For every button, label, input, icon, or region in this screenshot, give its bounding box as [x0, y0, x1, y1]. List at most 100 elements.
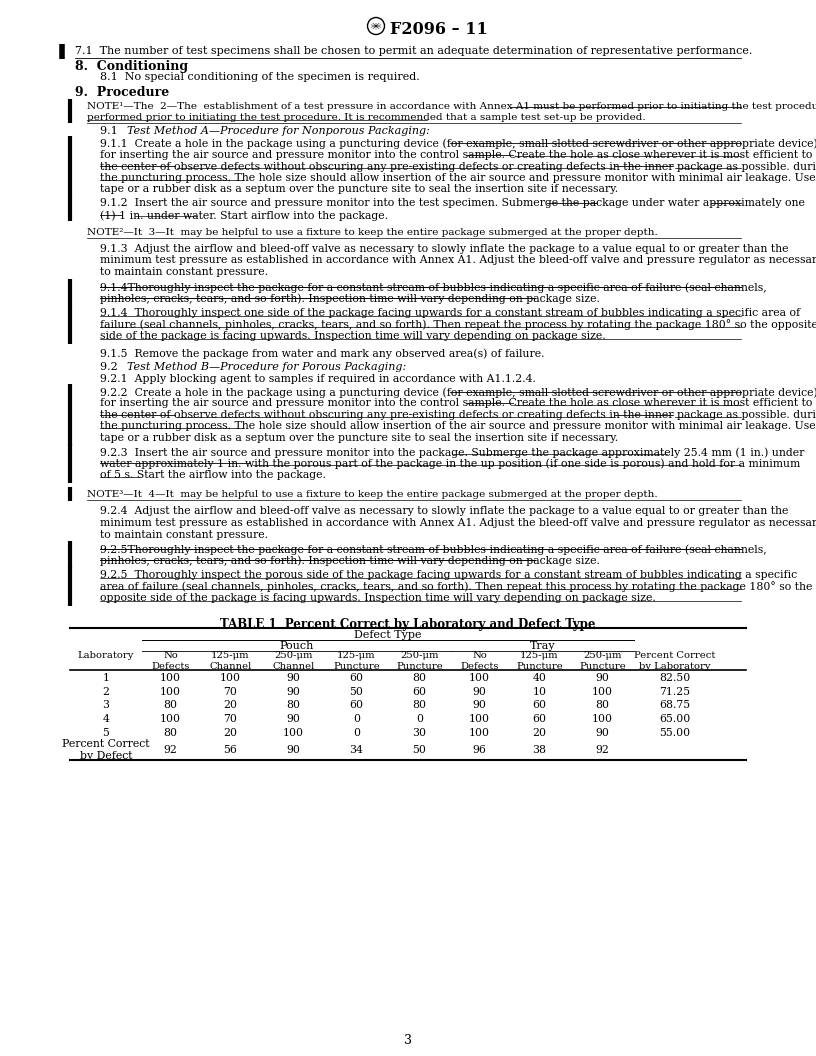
Text: 90: 90: [286, 673, 300, 683]
Text: NOTE³—It  4—It  may be helpful to use a fixture to keep the entire package subme: NOTE³—It 4—It may be helpful to use a fi…: [87, 490, 658, 499]
Text: 0: 0: [353, 714, 360, 724]
Text: pinholes, cracks, tears, and so forth). Inspection time will vary depending on p: pinholes, cracks, tears, and so forth). …: [100, 555, 600, 566]
Text: Test Method B—Procedure for Porous Packaging:: Test Method B—Procedure for Porous Packa…: [127, 361, 406, 372]
Text: 90: 90: [286, 686, 300, 697]
Text: 9.1.5  Remove the package from water and mark any observed area(s) of failure.: 9.1.5 Remove the package from water and …: [100, 348, 544, 359]
Text: 9.1.4  Thoroughly inspect one side of the package facing upwards for a constant : 9.1.4 Thoroughly inspect one side of the…: [100, 308, 800, 318]
Text: 9.1.1  Create a hole in the package using a puncturing device (for example, smal: 9.1.1 Create a hole in the package using…: [100, 138, 816, 149]
Text: 4: 4: [103, 714, 109, 724]
Text: 20: 20: [533, 728, 547, 738]
Text: 9.1: 9.1: [100, 126, 125, 136]
Text: 30: 30: [413, 728, 427, 738]
Text: 100: 100: [469, 728, 490, 738]
Text: 10: 10: [533, 686, 547, 697]
Text: 80: 80: [286, 700, 300, 711]
Text: 82.50: 82.50: [659, 673, 690, 683]
Text: to maintain constant pressure.: to maintain constant pressure.: [100, 529, 268, 540]
Text: 100: 100: [283, 728, 304, 738]
Text: 100: 100: [220, 673, 241, 683]
Text: 70: 70: [224, 686, 237, 697]
Text: 60: 60: [349, 673, 363, 683]
Text: 60: 60: [533, 700, 547, 711]
Text: 125-μm
Channel: 125-μm Channel: [210, 652, 251, 671]
Text: TABLE 1  Percent Correct by Laboratory and Defect Type: TABLE 1 Percent Correct by Laboratory an…: [220, 618, 596, 631]
Text: 100: 100: [160, 673, 181, 683]
Text: 50: 50: [349, 686, 363, 697]
Text: Test Method A—Procedure for Nonporous Packaging:: Test Method A—Procedure for Nonporous Pa…: [127, 126, 430, 136]
Text: 3: 3: [103, 700, 109, 711]
Text: 34: 34: [349, 744, 363, 755]
Text: area of failure (seal channels, pinholes, cracks, tears, and so forth). Then rep: area of failure (seal channels, pinholes…: [100, 582, 813, 592]
Text: 100: 100: [469, 714, 490, 724]
Text: 92: 92: [596, 744, 610, 755]
Text: 90: 90: [596, 673, 610, 683]
Text: F2096 – 11: F2096 – 11: [390, 21, 488, 38]
Text: 90: 90: [596, 728, 610, 738]
Text: 60: 60: [349, 700, 363, 711]
Text: 9.2: 9.2: [100, 361, 125, 372]
Text: 55.00: 55.00: [659, 728, 690, 738]
Text: for inserting the air source and pressure monitor into the control sample. Creat: for inserting the air source and pressur…: [100, 398, 813, 409]
Text: No
Defects: No Defects: [151, 652, 189, 671]
Text: 80: 80: [413, 700, 427, 711]
Text: Percent Correct
by Defect: Percent Correct by Defect: [62, 739, 150, 760]
Text: 96: 96: [472, 744, 486, 755]
Text: the puncturing process. The hole size should allow insertion of the air source a: the puncturing process. The hole size sh…: [100, 173, 816, 183]
Text: 7.1  The number of test specimens shall be chosen to permit an adequate determin: 7.1 The number of test specimens shall b…: [75, 46, 752, 56]
Text: 38: 38: [533, 744, 547, 755]
Text: 9.1.2  Insert the air source and pressure monitor into the test specimen. Submer: 9.1.2 Insert the air source and pressure…: [100, 199, 805, 208]
Text: 71.25: 71.25: [659, 686, 690, 697]
Text: 90: 90: [472, 700, 486, 711]
Text: NOTE²—It  3—It  may be helpful to use a fixture to keep the entire package subme: NOTE²—It 3—It may be helpful to use a fi…: [87, 228, 658, 237]
Text: 250-μm
Puncture: 250-μm Puncture: [396, 652, 443, 671]
Text: 9.2.5  Thoroughly inspect the porous side of the package facing upwards for a co: 9.2.5 Thoroughly inspect the porous side…: [100, 570, 797, 580]
Text: 50: 50: [413, 744, 427, 755]
Text: 80: 80: [413, 673, 427, 683]
Text: No
Defects: No Defects: [460, 652, 499, 671]
Text: 125-μm
Puncture: 125-μm Puncture: [333, 652, 380, 671]
Text: 60: 60: [413, 686, 427, 697]
Text: 90: 90: [286, 744, 300, 755]
Text: tape or a rubber disk as a septum over the puncture site to seal the insertion s: tape or a rubber disk as a septum over t…: [100, 185, 619, 194]
Text: 9.2.5Thoroughly inspect the package for a constant stream of bubbles indicating : 9.2.5Thoroughly inspect the package for …: [100, 544, 767, 554]
Text: minimum test pressure as established in accordance with Annex A1. Adjust the ble: minimum test pressure as established in …: [100, 256, 816, 265]
Text: 40: 40: [533, 673, 547, 683]
Text: 68.75: 68.75: [659, 700, 690, 711]
Text: 2: 2: [103, 686, 109, 697]
Text: 92: 92: [163, 744, 177, 755]
Text: 65.00: 65.00: [659, 714, 690, 724]
Text: 9.  Procedure: 9. Procedure: [75, 87, 169, 99]
Text: Percent Correct
by Laboratory: Percent Correct by Laboratory: [634, 652, 716, 671]
Text: of 5 s. Start the airflow into the package.: of 5 s. Start the airflow into the packa…: [100, 470, 326, 480]
Text: the puncturing process. The hole size should allow insertion of the air source a: the puncturing process. The hole size sh…: [100, 421, 816, 432]
Text: 100: 100: [469, 673, 490, 683]
Text: to maintain constant pressure.: to maintain constant pressure.: [100, 267, 268, 277]
Text: 0: 0: [353, 728, 360, 738]
Text: the center of observe defects without obscuring any pre-existing defects or crea: the center of observe defects without ob…: [100, 410, 816, 420]
Text: Pouch: Pouch: [279, 641, 313, 652]
Text: NOTE¹—The  2—The  establishment of a test pressure in accordance with Annex A1 m: NOTE¹—The 2—The establishment of a test …: [87, 102, 816, 111]
Text: 80: 80: [163, 728, 178, 738]
Text: opposite side of the package is facing upwards. Inspection time will vary depend: opposite side of the package is facing u…: [100, 593, 656, 603]
Text: 9.1.3  Adjust the airflow and bleed-off valve as necessary to slowly inflate the: 9.1.3 Adjust the airflow and bleed-off v…: [100, 244, 788, 254]
Text: failure (seal channels, pinholes, cracks, tears, and so forth). Then repeat the : failure (seal channels, pinholes, cracks…: [100, 320, 816, 331]
Text: Laboratory: Laboratory: [78, 652, 134, 660]
Text: 9.1.4Thoroughly inspect the package for a constant stream of bubbles indicating : 9.1.4Thoroughly inspect the package for …: [100, 282, 767, 293]
Text: 80: 80: [596, 700, 610, 711]
Text: (1) 1 in. under water. Start airflow into the package.: (1) 1 in. under water. Start airflow int…: [100, 210, 388, 221]
Text: 9.2.3  Insert the air source and pressure monitor into the package. Submerge the: 9.2.3 Insert the air source and pressure…: [100, 447, 805, 457]
Text: Tray: Tray: [530, 641, 556, 652]
Text: 56: 56: [224, 744, 237, 755]
Text: 100: 100: [160, 714, 181, 724]
Text: side of the package is facing upwards. Inspection time will vary depending on pa: side of the package is facing upwards. I…: [100, 331, 605, 341]
Text: for inserting the air source and pressure monitor into the control sample. Creat: for inserting the air source and pressur…: [100, 150, 813, 161]
Text: 0: 0: [416, 714, 423, 724]
Text: 5: 5: [103, 728, 109, 738]
Text: 90: 90: [472, 686, 486, 697]
Text: 100: 100: [160, 686, 181, 697]
Text: 20: 20: [224, 728, 237, 738]
Text: water approximately 1 in. with the porous part of the package in the up position: water approximately 1 in. with the porou…: [100, 458, 800, 469]
Text: pinholes, cracks, tears, and so forth). Inspection time will vary depending on p: pinholes, cracks, tears, and so forth). …: [100, 294, 600, 304]
Text: 20: 20: [224, 700, 237, 711]
Text: 80: 80: [163, 700, 178, 711]
